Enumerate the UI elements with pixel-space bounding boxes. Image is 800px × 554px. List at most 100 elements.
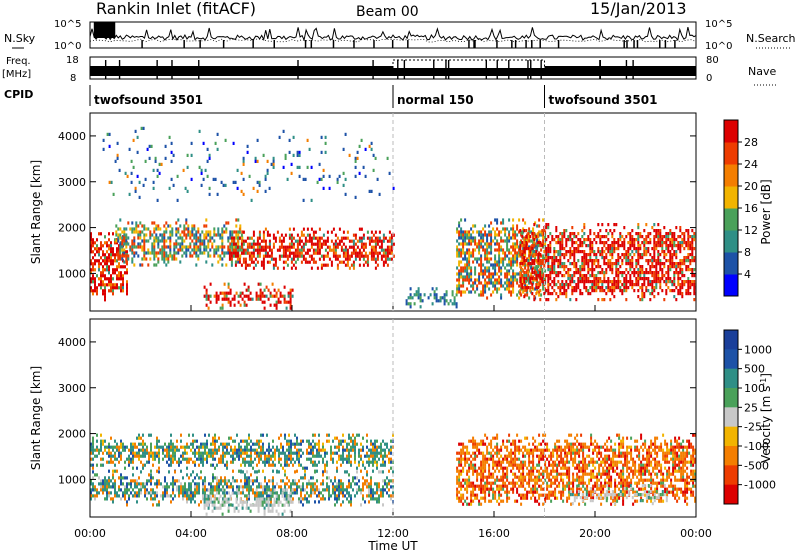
echo-cell [246,470,248,474]
echo-cell [172,460,174,464]
echo-cell [318,245,321,249]
echo-cell [338,445,340,449]
echo-cell [98,247,100,251]
echo-cell [215,245,218,249]
echo-cell [358,227,361,231]
echo-cell [294,460,296,464]
echo-cell [617,256,620,260]
echo-cell [659,286,662,290]
echo-cell [587,271,590,275]
echo-cell [677,280,680,284]
echo-cell [108,289,110,293]
echo-cell [282,260,285,264]
echo-cell [577,232,580,236]
echo-cell [675,268,678,272]
echo-cell [542,218,545,222]
echo-cell [292,479,294,483]
echo-cell [541,268,544,272]
echo-cell [553,280,556,284]
echo-cell [108,454,110,458]
echo-cell [486,275,489,279]
echo-cell [112,485,114,489]
echo-cell [306,448,308,452]
echo-cell [273,303,276,307]
echo-cell [318,445,320,449]
echo-cell [272,476,274,480]
echo-cell [617,283,620,287]
echo-cell [181,254,184,258]
echo-cell [512,290,515,294]
echo-cell [149,233,152,237]
echo-cell [460,293,463,297]
echo-cell [118,488,120,492]
echo-cell [478,251,481,255]
echo-cell [693,238,696,242]
echo-cell [553,250,556,254]
echo-cell [569,262,572,266]
echo-cell [326,239,329,243]
echo-cell [184,451,186,455]
echo-cell [226,451,228,455]
echo-cell [324,248,327,252]
echo-cell [635,250,638,254]
nave-label: Nave [748,65,776,78]
echo-cell [569,298,572,302]
echo-cell [516,242,519,246]
echo-cell [324,454,326,458]
echo-cell [150,144,153,148]
echo-cell [257,294,260,298]
echo-cell [288,439,290,443]
echo-cell [106,241,108,245]
echo-cell [647,247,650,251]
echo-cell [390,242,393,246]
echo-cell [286,248,289,252]
echo-cell [152,491,154,495]
echo-cell [152,476,154,480]
echo-cell [356,150,359,154]
echo-cell [187,245,190,249]
echo-cell [443,302,446,306]
echo-cell [587,253,590,257]
echo-cell [691,256,694,260]
echo-cell [202,488,204,492]
echo-cell [102,439,104,443]
echo-cell [316,251,319,255]
echo-cell [330,263,333,267]
echo-cell [348,448,350,452]
echo-cell [298,239,301,243]
echo-cell [246,445,248,449]
echo-cell [508,278,511,282]
echo-cell [545,274,548,278]
echo-cell [545,226,548,230]
echo-cell [635,262,638,266]
echo-cell [559,238,562,242]
echo-cell [300,448,302,452]
echo-cell [219,233,222,237]
echo-cell [645,289,648,293]
echo-cell [338,439,340,443]
echo-cell [221,236,224,240]
echo-cell [94,283,96,287]
echo-cell [143,233,146,237]
echo-cell [549,244,552,248]
echo-cell [298,451,300,455]
echo-cell [262,260,265,264]
echo-cell [597,223,600,227]
echo-cell [184,494,186,498]
echo-cell [144,159,147,163]
echo-cell [114,283,116,287]
echo-cell [284,473,286,477]
echo-cell [252,460,254,464]
echo-cell [240,245,243,249]
echo-cell [306,248,309,252]
echo-cell [492,275,495,279]
echo-cell [158,162,161,166]
echo-cell [685,265,688,269]
echo-cell [388,451,390,455]
echo-cell [677,274,680,278]
echo-cell [272,445,274,449]
noise-tick-high-right: 10^5 [705,19,732,30]
echo-cell [126,445,128,449]
echo-cell [512,278,515,282]
